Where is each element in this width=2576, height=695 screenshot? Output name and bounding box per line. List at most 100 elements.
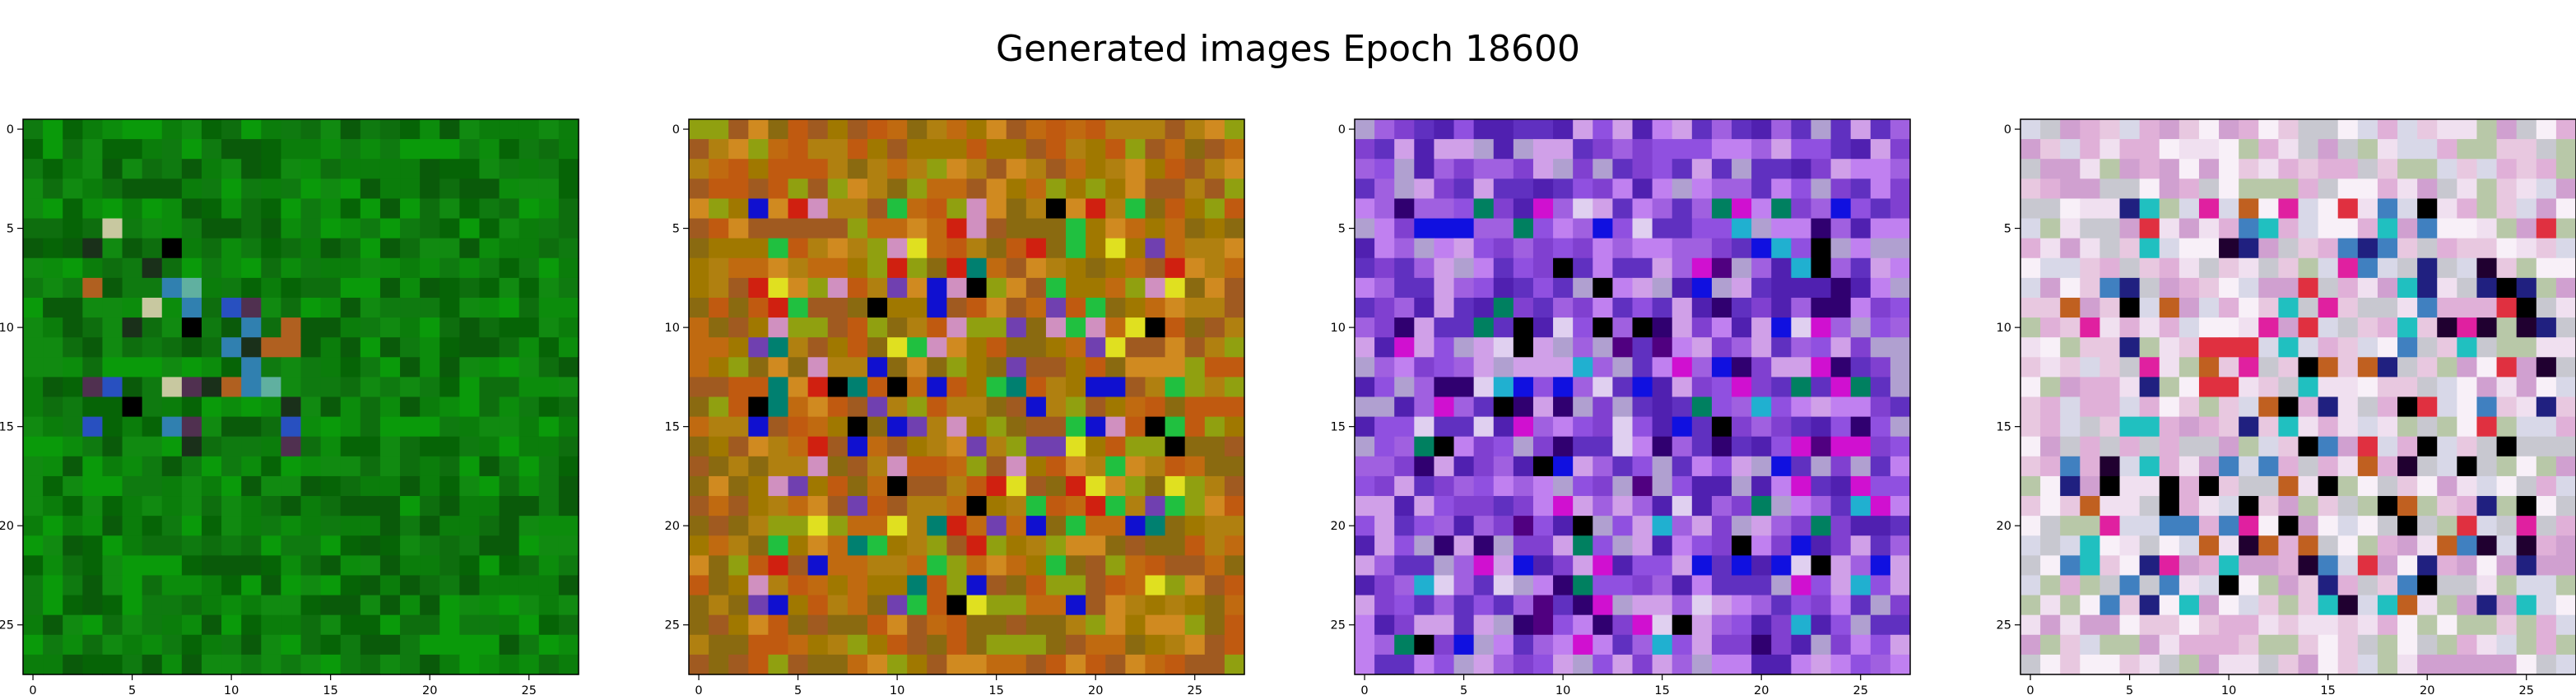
pixel-cell [1145,456,1166,477]
pixel-cell [1086,218,1106,239]
pixel-cell [2278,277,2299,299]
pixel-cell [768,436,789,457]
pixel-cell [360,159,381,179]
pixel-cell [2139,277,2160,299]
pixel-cell [2457,436,2478,457]
pixel-cell [946,218,968,239]
pixel-cell [847,475,868,497]
pixel-cell [161,218,183,239]
pixel-cell [2536,475,2557,497]
pixel-cell [1165,377,1186,398]
pixel-cell [1184,475,1206,497]
pixel-cell [538,555,560,577]
pixel-cell [2020,277,2041,299]
pixel-cell [887,436,908,457]
pixel-cell [847,337,868,358]
pixel-cell [2139,614,2160,636]
pixel-cell [966,595,988,616]
pixel-cell [558,575,579,596]
pixel-cell [689,178,709,200]
pixel-cell [847,257,868,279]
pixel-cell [340,178,361,200]
pixel-cell [241,119,262,140]
pixel-cell [709,357,729,378]
pixel-cell [320,198,342,220]
pixel-cell [420,238,440,259]
x-tick-label: 5 [2126,684,2133,695]
pixel-cell [1045,198,1067,220]
pixel-cell [1066,159,1086,179]
pixel-cell [907,496,928,517]
pixel-cell [320,178,342,200]
pixel-cell [379,317,401,338]
pixel-cell [2457,496,2478,517]
pixel-cell [400,575,421,596]
y-tick-label: 15 [1997,421,2011,434]
pixel-cell [887,139,908,160]
pixel-cell [807,516,829,536]
pixel-cell [2198,178,2220,200]
pixel-grid [2020,119,2576,675]
pixel-cell [907,516,928,536]
pixel-cell [2198,595,2220,616]
pixel-cell [2437,535,2457,556]
pixel-cell [23,654,44,675]
pixel-cell [241,654,262,675]
pixel-cell [2258,139,2279,160]
pixel-cell [261,396,281,418]
pixel-cell [2060,159,2081,179]
pixel-cell [420,516,440,536]
pixel-cell [2357,416,2378,438]
pixel-cell [2397,257,2418,279]
pixel-cell [709,516,729,536]
pixel-cell [122,238,143,259]
pixel-cell [241,456,262,477]
pixel-cell [966,516,988,536]
pixel-cell [847,496,868,517]
pixel-cell [1165,416,1186,438]
pixel-cell [261,595,281,616]
pixel-cell [400,475,421,497]
pixel-cell [82,634,104,656]
pixel-cell [1045,277,1067,299]
pixel-cell [2099,139,2121,160]
pixel-cell [887,218,908,239]
pixel-cell [1204,297,1225,318]
pixel-cell [2040,416,2061,438]
pixel-cell [181,555,202,577]
pixel-cell [768,555,789,577]
pixel-cell [807,119,829,140]
pixel-cell [102,456,123,477]
pixel-cell [518,516,540,536]
pixel-cell [907,297,928,318]
pixel-cell [2555,654,2576,675]
pixel-cell [2040,516,2061,536]
pixel-cell [2337,436,2359,457]
pixel-cell [181,654,202,675]
pixel-cell [907,317,928,338]
pixel-cell [2159,337,2180,358]
pixel-cell [2159,614,2180,636]
pixel-cell [2555,337,2576,358]
pixel-cell [2040,178,2061,200]
pixel-cell [1165,178,1186,200]
pixel-cell [2239,357,2259,378]
pixel-cell [768,357,789,378]
pixel-cell [2239,475,2259,497]
pixel-cell [1224,516,1245,536]
pixel-cell [2080,436,2101,457]
pixel-cell [2536,257,2557,279]
pixel-cell [1006,377,1027,398]
pixel-cell [986,496,1007,517]
pixel-cell [161,436,183,457]
pixel-cell [2020,159,2041,179]
pixel-cell [2159,475,2180,497]
pixel-cell [807,377,829,398]
pixel-cell [986,178,1007,200]
pixel-cell [2080,396,2101,418]
pixel-cell [2258,595,2279,616]
pixel-cell [2457,595,2478,616]
pixel-cell [1066,218,1086,239]
pixel-cell [360,357,381,378]
pixel-cell [2377,139,2398,160]
